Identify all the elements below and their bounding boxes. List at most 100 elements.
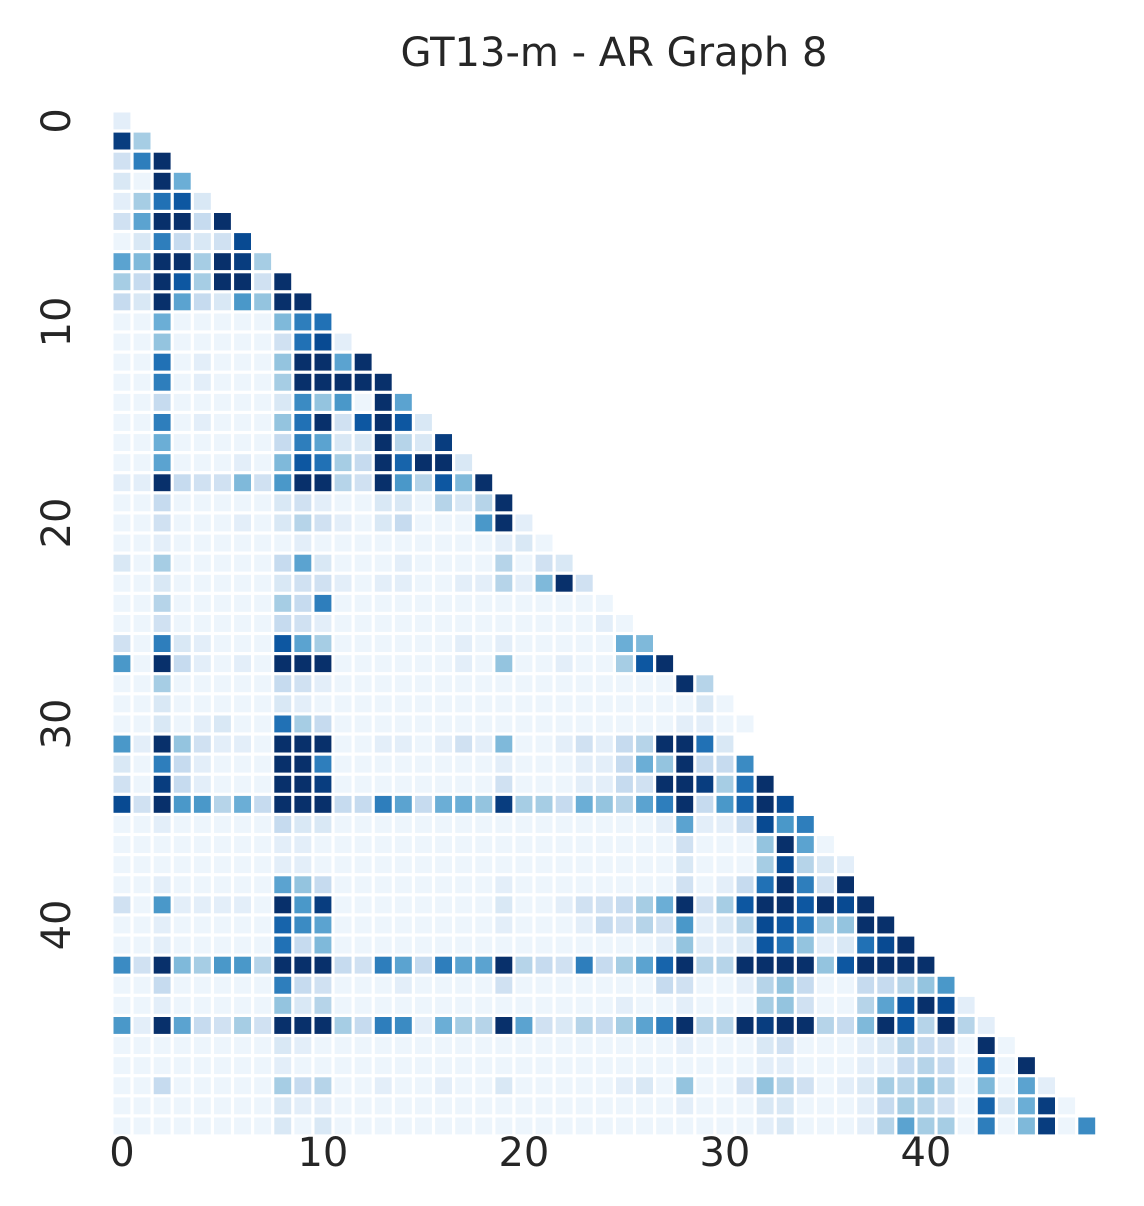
heatmap-cell-38-2 — [153, 876, 171, 894]
heatmap-cell-47-38 — [877, 1057, 895, 1075]
heatmap-cell-36-17 — [455, 836, 473, 853]
heatmap-cell-11-9 — [294, 333, 312, 351]
heatmap-cell-28-13 — [374, 675, 392, 693]
heatmap-cell-9-3 — [173, 293, 191, 311]
heatmap-cell-38-32 — [756, 876, 774, 894]
heatmap-cell-24-14 — [394, 594, 412, 612]
heatmap-cell-50-1 — [133, 1117, 151, 1135]
heatmap-cell-44-34 — [796, 996, 814, 1014]
heatmap-cell-45-27 — [656, 1017, 674, 1034]
heatmap-cell-39-12 — [354, 896, 372, 914]
heatmap-cell-4-1 — [133, 192, 151, 210]
heatmap-cell-45-9 — [294, 1017, 312, 1034]
heatmap-cell-49-46 — [1038, 1097, 1055, 1115]
heatmap-cell-38-7 — [254, 876, 272, 894]
heatmap-cell-37-26 — [636, 856, 653, 874]
heatmap-cell-50-46 — [1038, 1117, 1055, 1135]
heatmap-cell-36-6 — [234, 836, 251, 853]
heatmap-cell-25-10 — [314, 615, 332, 632]
heatmap-cell-47-7 — [254, 1057, 272, 1075]
heatmap-cell-16-8 — [274, 434, 292, 451]
heatmap-cell-3-2 — [153, 172, 171, 190]
heatmap-cell-37-27 — [656, 856, 674, 874]
heatmap-cell-41-34 — [796, 936, 814, 954]
heatmap-cell-45-36 — [837, 1017, 854, 1034]
heatmap-cell-47-42 — [957, 1057, 975, 1075]
heatmap-cell-31-9 — [294, 735, 312, 753]
heatmap-cell-10-7 — [254, 313, 272, 331]
heatmap-cell-37-19 — [495, 856, 513, 874]
heatmap-cell-30-11 — [334, 715, 352, 733]
y-tick-label-10: 10 — [34, 296, 80, 347]
heatmap-cell-39-3 — [173, 896, 191, 914]
heatmap-cell-44-27 — [656, 996, 674, 1014]
heatmap-cell-47-37 — [857, 1057, 875, 1075]
heatmap-cell-5-1 — [133, 213, 151, 230]
heatmap-cell-9-8 — [274, 293, 292, 311]
heatmap-cell-37-21 — [535, 856, 553, 874]
heatmap-cell-33-14 — [394, 775, 412, 793]
heatmap-cell-46-39 — [897, 1037, 915, 1054]
heatmap-cell-40-18 — [475, 916, 493, 934]
heatmap-cell-26-8 — [274, 635, 292, 652]
heatmap-cell-35-29 — [696, 816, 714, 833]
heatmap-cell-30-12 — [354, 715, 372, 733]
heatmap-cell-39-7 — [254, 896, 272, 914]
heatmap-cell-31-30 — [716, 735, 734, 753]
heatmap-cell-40-13 — [374, 916, 392, 934]
heatmap-cell-49-15 — [415, 1097, 432, 1115]
heatmap-cell-46-11 — [334, 1037, 352, 1054]
heatmap-cell-2-0 — [113, 152, 131, 170]
heatmap-cell-20-10 — [314, 514, 332, 532]
heatmap-cell-30-13 — [374, 715, 392, 733]
heatmap-cell-18-7 — [254, 474, 272, 492]
heatmap-cell-25-7 — [254, 615, 272, 632]
heatmap-cell-24-20 — [515, 594, 533, 612]
heatmap-cell-31-26 — [636, 735, 653, 753]
heatmap-cell-43-20 — [515, 976, 533, 994]
heatmap-cell-13-2 — [153, 373, 171, 391]
heatmap-cell-44-25 — [616, 996, 633, 1014]
heatmap-cell-45-37 — [857, 1017, 875, 1034]
heatmap-cell-26-19 — [495, 635, 513, 652]
heatmap-cell-23-11 — [334, 574, 352, 592]
heatmap-cell-39-11 — [334, 896, 352, 914]
heatmap-cell-19-17 — [455, 494, 473, 512]
heatmap-cell-19-9 — [294, 494, 312, 512]
heatmap-cell-37-29 — [696, 856, 714, 874]
heatmap-cell-22-2 — [153, 554, 171, 572]
heatmap-cell-11-0 — [113, 333, 131, 351]
heatmap-cell-31-1 — [133, 735, 151, 753]
heatmap-cell-44-6 — [234, 996, 251, 1014]
heatmap-cell-46-9 — [294, 1037, 312, 1054]
heatmap-cell-50-43 — [977, 1117, 995, 1135]
heatmap-cell-43-18 — [475, 976, 493, 994]
heatmap-cell-38-25 — [616, 876, 633, 894]
heatmap-cell-33-6 — [234, 775, 251, 793]
heatmap-cell-46-44 — [997, 1037, 1015, 1054]
heatmap-cell-4-4 — [193, 192, 211, 210]
heatmap-cell-31-18 — [475, 735, 493, 753]
heatmap-cell-18-14 — [394, 474, 412, 492]
heatmap-cell-11-2 — [153, 333, 171, 351]
heatmap-cell-28-22 — [555, 675, 573, 693]
heatmap-cell-25-14 — [394, 615, 412, 632]
heatmap-cell-39-24 — [595, 896, 613, 914]
heatmap-cell-45-41 — [937, 1017, 955, 1034]
heatmap-cell-13-12 — [354, 373, 372, 391]
heatmap-cell-30-27 — [656, 715, 674, 733]
heatmap-cell-32-13 — [374, 755, 392, 773]
heatmap-cell-38-35 — [817, 876, 834, 894]
heatmap-cell-30-9 — [294, 715, 312, 733]
heatmap-cell-12-5 — [214, 353, 231, 371]
heatmap-cell-15-5 — [214, 414, 231, 431]
heatmap-cell-12-6 — [234, 353, 251, 371]
heatmap-cell-42-29 — [696, 956, 714, 974]
y-tick-label-40: 40 — [34, 899, 80, 950]
heatmap-cell-29-3 — [173, 695, 191, 713]
heatmap-cell-32-3 — [173, 755, 191, 773]
heatmap-cell-44-32 — [756, 996, 774, 1014]
heatmap-cell-39-4 — [193, 896, 211, 914]
heatmap-cell-20-2 — [153, 514, 171, 532]
heatmap-cell-45-0 — [113, 1017, 131, 1034]
